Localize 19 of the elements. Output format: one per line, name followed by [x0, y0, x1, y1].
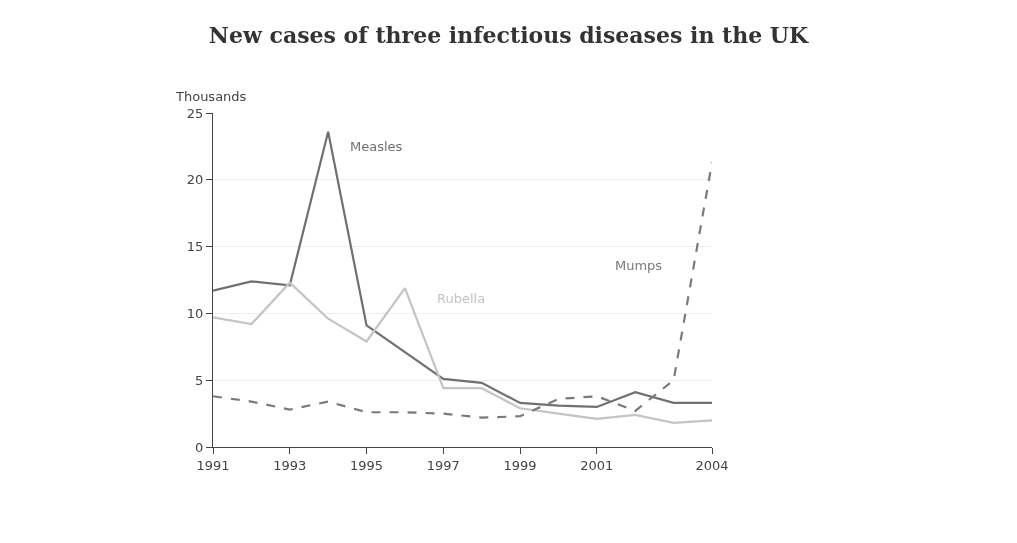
x-tick-label: 2004	[695, 457, 729, 473]
chart-title: New cases of three infectious diseases in the UK	[208, 21, 810, 48]
x-tick-label: 1993	[273, 457, 307, 473]
series-label: Measles	[350, 139, 403, 154]
y-tick-label: 20	[186, 172, 204, 188]
x-tick-label: 2001	[580, 457, 614, 473]
x-tick-label: 1999	[503, 457, 537, 473]
text: Mumps	[615, 258, 663, 273]
x-tick-label: 1997	[426, 457, 460, 473]
y-axis-title: Thousands	[175, 89, 247, 104]
y-tick-label: 15	[186, 239, 204, 255]
y-tick-label: 5	[195, 372, 204, 388]
y-tick-label: 10	[186, 305, 204, 321]
y-tick-label: 0	[195, 439, 204, 455]
y-tick-label: 25	[186, 105, 204, 121]
x-tick-label: 1991	[196, 457, 230, 473]
line-series	[213, 281, 712, 425]
series-label: Rubella	[437, 291, 486, 306]
x-tick-label: 1995	[349, 457, 384, 473]
